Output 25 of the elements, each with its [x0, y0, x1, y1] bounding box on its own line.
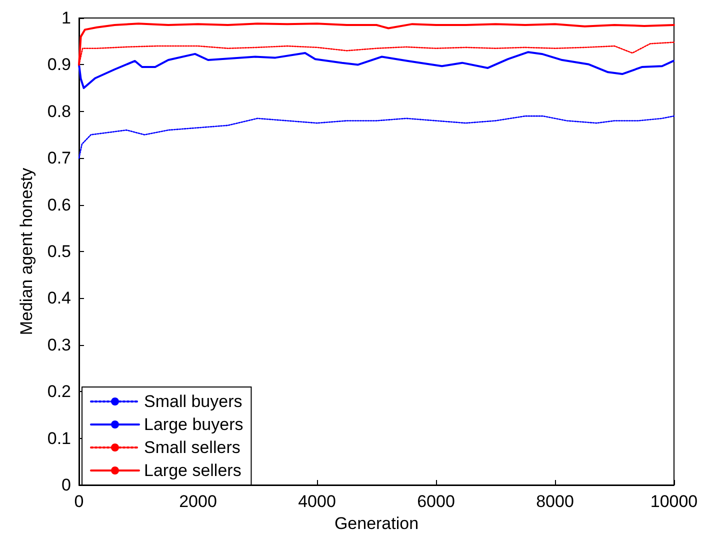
y-tick-label: 0.2: [47, 382, 71, 402]
y-axis-title: Median agent honesty: [17, 167, 36, 336]
x-axis-title: Generation: [334, 514, 419, 533]
y-tick-label: 0: [62, 476, 71, 494]
legend-label: Large buyers: [144, 415, 244, 434]
y-tick-label: 0.7: [47, 148, 71, 168]
x-tick-label: 0: [74, 492, 84, 511]
y-tick-label: 0.3: [47, 335, 71, 354]
line-series: [78, 115, 675, 159]
y-tick-label: 0.4: [47, 288, 71, 308]
legend-label: Large sellers: [144, 461, 242, 480]
y-tick-label: 0.1: [47, 428, 71, 448]
y-tick-label: 0.8: [47, 102, 71, 121]
legend-label: Small buyers: [144, 392, 242, 411]
x-tick-label: 2000: [179, 492, 217, 511]
line-series: [78, 51, 674, 90]
y-tick-label: 0.6: [47, 195, 71, 214]
y-tick-label: 0.5: [47, 242, 71, 261]
legend-label: Small sellers: [144, 438, 240, 457]
y-tick-label: 1: [62, 8, 71, 28]
x-tick-label: 8000: [536, 492, 574, 511]
x-tick-label: 4000: [298, 492, 336, 511]
x-tick-label: 6000: [417, 492, 455, 511]
y-tick-label: 0.9: [47, 55, 71, 74]
x-tick-label: 10000: [650, 492, 698, 511]
